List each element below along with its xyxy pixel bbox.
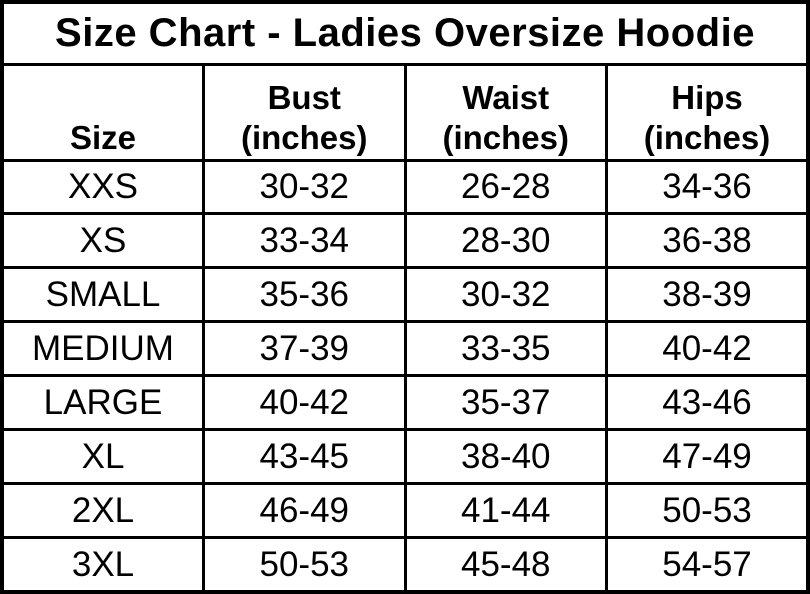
size-cell: SMALL xyxy=(0,266,205,324)
column-header-hips: Hips (inches) xyxy=(605,62,810,162)
waist-cell: 26-28 xyxy=(403,158,608,216)
bust-cell: 33-34 xyxy=(202,212,407,270)
size-cell: LARGE xyxy=(0,374,205,432)
bust-cell: 35-36 xyxy=(202,266,407,324)
column-header-unit: (inches) xyxy=(240,119,368,157)
bust-cell: 30-32 xyxy=(202,158,407,216)
table-row: XS 33-34 28-30 36-38 xyxy=(0,212,810,270)
waist-cell: 33-35 xyxy=(403,320,608,378)
title-row: Size Chart - Ladies Oversize Hoodie xyxy=(0,0,810,66)
table-row: LARGE 40-42 35-37 43-46 xyxy=(0,374,810,432)
table-body: XXS 30-32 26-28 34-36 XS 33-34 28-30 36-38 SMALL… xyxy=(0,158,810,594)
waist-cell: 41-44 xyxy=(403,481,608,539)
size-cell: XS xyxy=(0,212,205,270)
size-cell: 2XL xyxy=(0,481,205,539)
chart-title: Size Chart - Ladies Oversize Hoodie xyxy=(0,0,810,66)
waist-cell: 38-40 xyxy=(403,428,608,485)
column-header-label: Hips xyxy=(671,79,743,116)
column-header-unit: (inches) xyxy=(442,119,570,157)
waist-cell: 30-32 xyxy=(403,266,608,324)
size-cell: XXS xyxy=(0,158,205,216)
column-header-size: Size xyxy=(0,62,205,162)
size-cell: XL xyxy=(0,428,205,485)
column-header-label: Size xyxy=(69,119,137,157)
hips-cell: 34-36 xyxy=(605,158,810,216)
hips-cell: 36-38 xyxy=(605,212,810,270)
size-cell: 3XL xyxy=(0,535,205,594)
column-header-label: Bust xyxy=(267,79,341,116)
hips-cell: 38-39 xyxy=(605,266,810,324)
hips-cell: 43-46 xyxy=(605,374,810,432)
waist-cell: 45-48 xyxy=(403,535,608,594)
table-row: MEDIUM 37-39 33-35 40-42 xyxy=(0,320,810,378)
hips-cell: 54-57 xyxy=(605,535,810,594)
size-cell: MEDIUM xyxy=(0,320,205,378)
bust-cell: 37-39 xyxy=(202,320,407,378)
bust-cell: 43-45 xyxy=(202,428,407,485)
hips-cell: 47-49 xyxy=(605,428,810,485)
column-header-label: Waist xyxy=(462,79,550,116)
bust-cell: 46-49 xyxy=(202,481,407,539)
table-row: SMALL 35-36 30-32 38-39 xyxy=(0,266,810,324)
waist-cell: 35-37 xyxy=(403,374,608,432)
table-row: 3XL 50-53 45-48 54-57 xyxy=(0,535,810,594)
table-row: XL 43-45 38-40 47-49 xyxy=(0,428,810,485)
bust-cell: 50-53 xyxy=(202,535,407,594)
waist-cell: 28-30 xyxy=(403,212,608,270)
column-header-waist: Waist (inches) xyxy=(403,62,608,162)
column-header-unit: (inches) xyxy=(643,119,771,157)
table-row: 2XL 46-49 41-44 50-53 xyxy=(0,481,810,539)
hips-cell: 50-53 xyxy=(605,481,810,539)
table-row: XXS 30-32 26-28 34-36 xyxy=(0,158,810,216)
bust-cell: 40-42 xyxy=(202,374,407,432)
hips-cell: 40-42 xyxy=(605,320,810,378)
column-header-bust: Bust (inches) xyxy=(202,62,407,162)
header-row: Size Bust (inches) Waist (inches) Hips (inches… xyxy=(0,62,810,162)
